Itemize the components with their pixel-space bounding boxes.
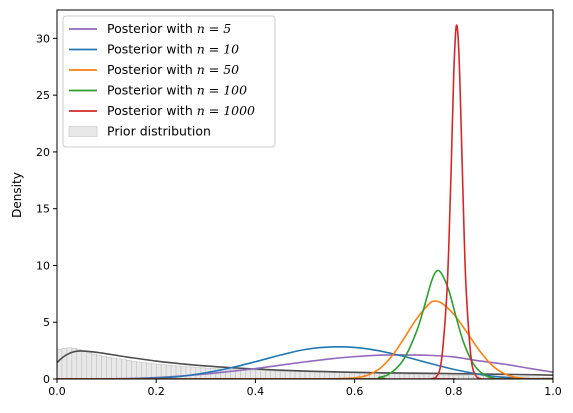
prior-histogram-bar bbox=[250, 370, 256, 379]
prior-histogram-bar bbox=[81, 351, 88, 379]
prior-histogram-bar bbox=[463, 375, 469, 379]
legend-entry: Posterior with n = 50 bbox=[69, 62, 239, 77]
prior-histogram-bar bbox=[299, 371, 306, 379]
prior-histogram-bar bbox=[245, 369, 251, 379]
y-tick-label: 25 bbox=[36, 89, 50, 102]
x-tick-label: 0.8 bbox=[445, 385, 463, 398]
prior-histogram-bar bbox=[180, 366, 187, 379]
x-tick-label: 0.4 bbox=[247, 385, 265, 398]
legend: Posterior with n = 5 Posterior with n = 1… bbox=[62, 15, 276, 148]
legend-label: Posterior with n = 50 bbox=[107, 62, 239, 77]
prior-histogram-bar bbox=[96, 354, 102, 379]
y-axis-label: Density bbox=[10, 172, 24, 218]
legend-label: Posterior with n = 100 bbox=[107, 83, 247, 98]
posterior-with-n-10-line bbox=[57, 346, 553, 379]
prior-histogram-bar bbox=[101, 356, 107, 379]
legend-entry: Posterior with n = 100 bbox=[69, 83, 247, 98]
legend-entry: Prior distribution bbox=[68, 124, 211, 139]
y-tick-label: 30 bbox=[36, 32, 50, 45]
y-tick-label: 20 bbox=[36, 146, 50, 159]
x-tick-label: 1.0 bbox=[544, 385, 562, 398]
y-tick-label: 0 bbox=[43, 373, 50, 386]
x-tick-label: 0.0 bbox=[48, 385, 66, 398]
prior-histogram-bar bbox=[111, 357, 117, 379]
prior-histogram-bar bbox=[86, 352, 92, 379]
legend-label: Posterior with n = 1000 bbox=[107, 103, 255, 118]
prior-histogram-bar bbox=[458, 375, 464, 379]
series-lines bbox=[57, 24, 553, 379]
prior-histogram-bar bbox=[309, 371, 316, 379]
axes: 0.0 0.2 0.4 0.6 0.8 1.0 0 5 10 15 20 25 30 bbox=[36, 32, 562, 398]
prior-histogram-bar bbox=[185, 366, 192, 379]
legend-label: Posterior with n = 5 bbox=[107, 21, 231, 36]
prior-histogram-bar bbox=[468, 375, 474, 379]
prior-histogram-bar bbox=[324, 372, 331, 379]
legend-box bbox=[62, 15, 276, 148]
prior-histogram-bar bbox=[141, 362, 147, 379]
prior-histogram-bar bbox=[304, 371, 311, 379]
prior-histogram-bar bbox=[57, 349, 63, 379]
x-tick-label: 0.2 bbox=[147, 385, 165, 398]
prior-histogram-bar bbox=[131, 360, 137, 379]
y-tick-label: 10 bbox=[36, 259, 50, 272]
plot-frame bbox=[56, 9, 554, 380]
posterior-with-n-100-line bbox=[57, 269, 553, 379]
prior-histogram-bar bbox=[76, 349, 83, 379]
prior-histogram-bar bbox=[270, 370, 276, 379]
x-tick-label: 0.6 bbox=[346, 385, 364, 398]
prior-histogram-bar bbox=[190, 366, 197, 379]
legend-entry: Posterior with n = 1000 bbox=[69, 103, 255, 118]
prior-histogram-bar bbox=[284, 371, 291, 379]
prior-histogram-bar bbox=[265, 370, 271, 379]
prior-histogram-bar bbox=[126, 360, 132, 379]
prior-histogram-bar bbox=[71, 348, 78, 379]
legend-entry: Posterior with n = 10 bbox=[69, 42, 239, 57]
prior-histogram-bar bbox=[255, 370, 261, 379]
prior-histogram-bar bbox=[319, 371, 326, 379]
prior-histogram-bar bbox=[136, 361, 142, 379]
prior-histogram-bar bbox=[294, 371, 301, 379]
prior-histogram-bar bbox=[260, 370, 266, 379]
prior-histogram-bar bbox=[279, 371, 286, 379]
prior-histogram-bar bbox=[314, 371, 321, 379]
legend-entry: Posterior with n = 5 bbox=[69, 21, 231, 36]
prior-histogram-bar bbox=[150, 363, 157, 379]
legend-swatch bbox=[68, 126, 98, 137]
prior-histogram-bar bbox=[274, 370, 281, 379]
prior-histogram-bar bbox=[61, 348, 68, 379]
prior-histogram-bar bbox=[289, 371, 296, 379]
prior-histogram-bar bbox=[91, 353, 97, 379]
y-tick-label: 15 bbox=[36, 203, 50, 216]
prior-histogram-bar bbox=[121, 359, 127, 379]
legend-label: Prior distribution bbox=[107, 124, 211, 139]
prior-histogram-bar bbox=[106, 356, 112, 379]
y-tick-label: 5 bbox=[43, 316, 50, 329]
prior-histogram-bar bbox=[116, 358, 122, 379]
prior-density-curve-line bbox=[57, 350, 553, 376]
prior-histogram-bar bbox=[240, 369, 246, 379]
prior-histogram-bar bbox=[146, 362, 152, 379]
legend-label: Posterior with n = 10 bbox=[107, 42, 239, 57]
